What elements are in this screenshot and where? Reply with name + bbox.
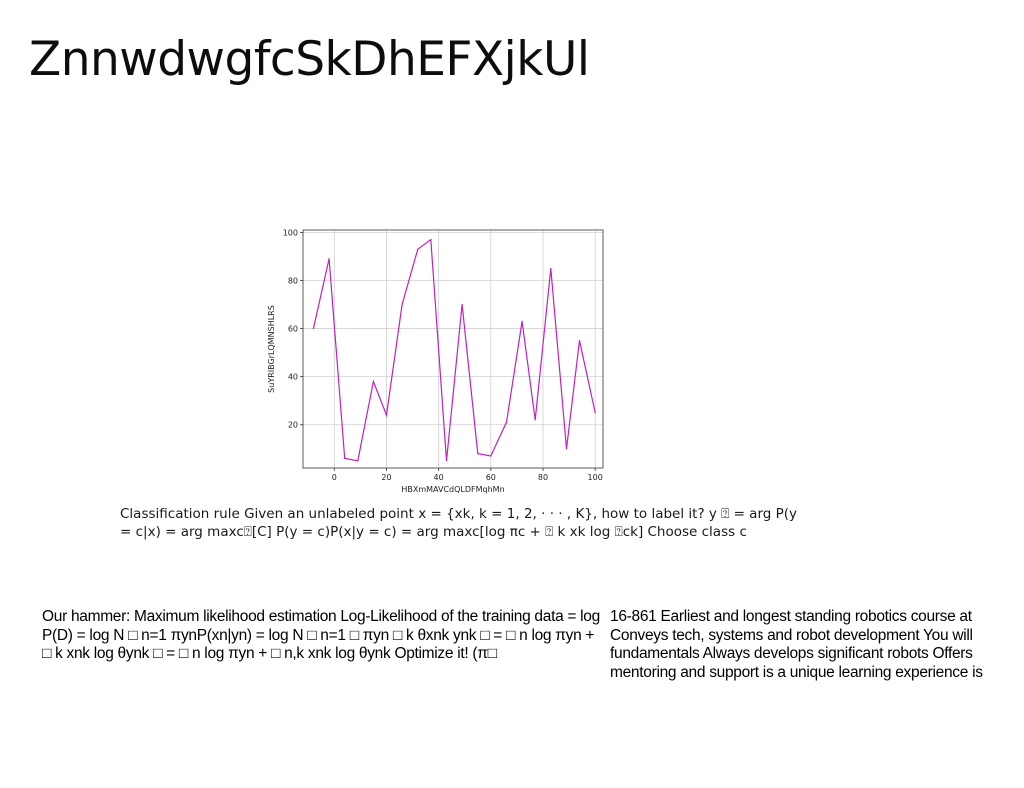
y-tick-label: 100 (283, 228, 298, 237)
line-chart: 0 20 40 60 80 100 20 40 60 80 100 HBXmMAVCdQLDFMq… (262, 222, 612, 500)
data-point (505, 421, 508, 423)
x-axis-label: HBXmMAVCdQLDFMqhMn (401, 485, 504, 494)
x-tick-label: 60 (486, 473, 496, 482)
data-point (490, 455, 492, 457)
data-point (372, 380, 375, 383)
x-tick-label: 20 (381, 473, 391, 482)
data-point (550, 267, 552, 270)
y-tick-label: 20 (288, 421, 298, 430)
y-axis-label: SuYRIBGrLQMNSHLRS (267, 305, 276, 393)
x-axis-ticks: 0 20 40 60 80 100 (332, 468, 603, 482)
y-axis-ticks: 20 40 60 80 100 (283, 228, 303, 430)
data-point (401, 303, 403, 306)
chart-series (312, 238, 596, 462)
data-point (385, 414, 388, 416)
data-point (445, 460, 448, 462)
data-point (565, 448, 568, 450)
x-tick-label: 40 (434, 473, 444, 482)
course-description-text: 16-861 Earliest and longest standing rob… (610, 608, 983, 681)
data-point (477, 452, 479, 455)
data-point (417, 248, 419, 250)
data-point (461, 303, 463, 306)
x-tick-label: 100 (588, 473, 603, 482)
plot-frame (302, 229, 604, 469)
max-likelihood-text: Our hammer: Maximum likelihood estimatio… (42, 608, 600, 662)
x-tick-label: 0 (332, 473, 337, 482)
classification-rule-text: Classification rule Given an unlabeled p… (120, 506, 798, 540)
data-point (578, 339, 581, 342)
data-point (534, 419, 536, 421)
data-point (430, 239, 432, 241)
data-point (344, 457, 346, 459)
data-point (312, 327, 315, 330)
chart-svg: 0 20 40 60 80 100 20 40 60 80 100 HBXmMAVCdQLDFMq… (267, 228, 604, 494)
slide-title: ZnnwdwgfcSkDhEFXjkUl (29, 32, 590, 87)
data-point (594, 412, 596, 414)
y-tick-label: 40 (288, 373, 298, 382)
data-point (521, 320, 523, 322)
series-line (312, 238, 596, 462)
y-tick-label: 80 (288, 276, 298, 285)
y-tick-label: 60 (288, 325, 298, 334)
x-tick-label: 80 (538, 473, 548, 482)
data-point (357, 460, 359, 462)
data-point (328, 258, 330, 260)
